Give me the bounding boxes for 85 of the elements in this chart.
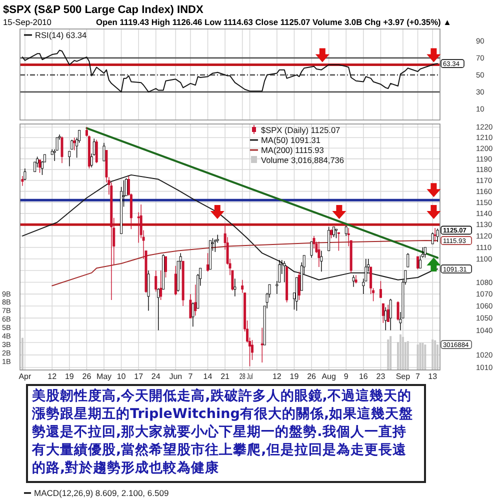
candlestick <box>295 277 298 312</box>
candlestick <box>192 302 194 327</box>
candlestick <box>354 274 358 284</box>
candlestick <box>337 232 340 252</box>
x-tick-label: May <box>96 372 112 381</box>
candlestick <box>334 228 338 239</box>
text: Open 1119.43 High 1126.46 Low 1114.63 Close 1125.07 Volume 3.0B Chg +3.97 (+0.35%) ▲ <box>96 17 452 27</box>
candlestick <box>24 168 26 181</box>
x-tick-label: 9 <box>344 372 349 381</box>
chart-title: $SPX (S&P 500 Large Cap Index) INDX <box>3 4 204 16</box>
candlestick <box>60 136 64 164</box>
chart-subtitle: 15-Sep-2010 <box>3 17 52 27</box>
x-tick-label: 14 <box>203 372 213 381</box>
candlestick <box>36 156 39 168</box>
candlestick <box>352 274 355 288</box>
candlestick <box>68 150 71 167</box>
x-tick-label: 19 <box>64 372 74 381</box>
candlestick <box>424 247 426 258</box>
legend-label: $SPX (Daily) 1125.07 <box>261 125 341 135</box>
candlestick <box>70 139 74 150</box>
candlestick <box>421 247 424 258</box>
x-tick-label: Jun <box>169 372 182 381</box>
candlestick <box>95 139 98 164</box>
x-tick-label: 16 <box>358 372 368 381</box>
candlestick <box>320 250 323 272</box>
candlestick <box>298 271 300 300</box>
candlestick <box>189 294 192 318</box>
x-tick-label: Apr <box>18 372 32 381</box>
candlestick <box>379 280 382 298</box>
x-tick-label: 12 <box>272 372 282 381</box>
line-series <box>22 50 438 92</box>
x-tick-label: 26 <box>307 372 317 381</box>
candlestick <box>396 300 400 321</box>
x-tick-label: 19 <box>290 372 300 381</box>
candlestick <box>194 284 197 316</box>
candlestick <box>160 270 162 300</box>
candlestick <box>418 255 422 269</box>
candlestick <box>260 327 264 363</box>
candlestick <box>330 228 333 239</box>
legend-label: Volume 3,016,884,736 <box>261 155 344 165</box>
x-tick-label: 7 <box>188 372 194 381</box>
candlestick <box>102 142 106 162</box>
x-tick-label: Sep <box>396 372 411 381</box>
candlestick <box>389 298 392 331</box>
candlestick <box>382 303 384 324</box>
x-tick-label: 10 <box>116 372 126 381</box>
candlestick <box>318 241 320 268</box>
candlestick <box>21 176 24 186</box>
candlestick <box>416 256 419 270</box>
candlestick <box>206 252 209 272</box>
candlestick <box>332 226 335 238</box>
candlestick <box>154 270 158 292</box>
candlestick <box>164 256 167 278</box>
candlestick <box>310 241 313 258</box>
candlestick <box>384 306 387 331</box>
x-tick-label: 24 <box>151 372 161 381</box>
candlestick <box>174 265 177 296</box>
candlestick <box>406 252 410 268</box>
x-tick-label: 17 <box>134 372 144 381</box>
candlestick <box>234 278 236 297</box>
candlestick <box>431 232 434 244</box>
text: 美股韌性度高,今天開低走高,跌破許多人的眼鏡,不過這幾天的漲勢跟星期五的TripleWitching有很大的關係,如果這幾天盤勢還是不拉回,那大家就要小心下星期一的盤勢.我個人一直持有大量績優股,當然希望股市往上攀爬,但是拉回是為走更長遠的路,對於趨勢形成也較為健康 <box>26 384 426 483</box>
x-tick-label: 21 <box>220 372 230 381</box>
candlestick <box>147 270 150 312</box>
candlestick <box>214 239 216 252</box>
candlestick <box>434 228 436 242</box>
candlestick <box>157 288 160 331</box>
candlestick <box>283 260 286 283</box>
x-tick-label: 12 <box>48 372 58 381</box>
candlestick <box>386 304 390 322</box>
candlestick <box>328 226 330 252</box>
candlestick <box>38 160 42 174</box>
x-tick-label: Jul <box>246 372 257 381</box>
candlestick <box>312 236 316 249</box>
legend-label: MA(50) 1091.31 <box>261 135 321 145</box>
text: MACD(12,26,9) 8.609, 2.100, 6.509 <box>34 488 169 498</box>
candlestick <box>344 225 348 236</box>
x-tick-label: 7 <box>416 372 421 381</box>
x-tick-label: 26 <box>82 372 92 381</box>
x-tick-label: 13 <box>428 372 438 381</box>
legend-label: MA(200) 1115.93 <box>261 145 324 155</box>
x-tick-label: 23 <box>376 372 386 381</box>
candlestick <box>73 137 76 151</box>
x-tick-label: Aug <box>322 372 336 381</box>
legend-label: RSI(14) 63.34 <box>35 30 88 40</box>
